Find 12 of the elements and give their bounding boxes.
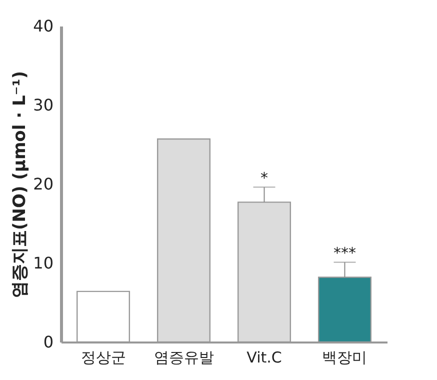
x-tick-label: 정상군 — [80, 348, 126, 366]
annotation: *** — [333, 244, 356, 262]
x-tick-label: 염증유발 — [154, 348, 214, 366]
x-tick-label: 백장미 — [322, 348, 368, 366]
y-tick-label: 10 — [33, 254, 54, 272]
y-tick-label: 20 — [33, 174, 54, 194]
y-tick-label: 30 — [33, 96, 54, 114]
y-tick-label: 40 — [33, 16, 54, 36]
x-tick-label: Vit.C — [246, 348, 282, 366]
y-axis-title: 염증지표(NO) (μmol · L⁻¹) — [10, 71, 30, 298]
annotation: * — [260, 169, 268, 188]
y-tick-label: 0 — [43, 332, 54, 352]
